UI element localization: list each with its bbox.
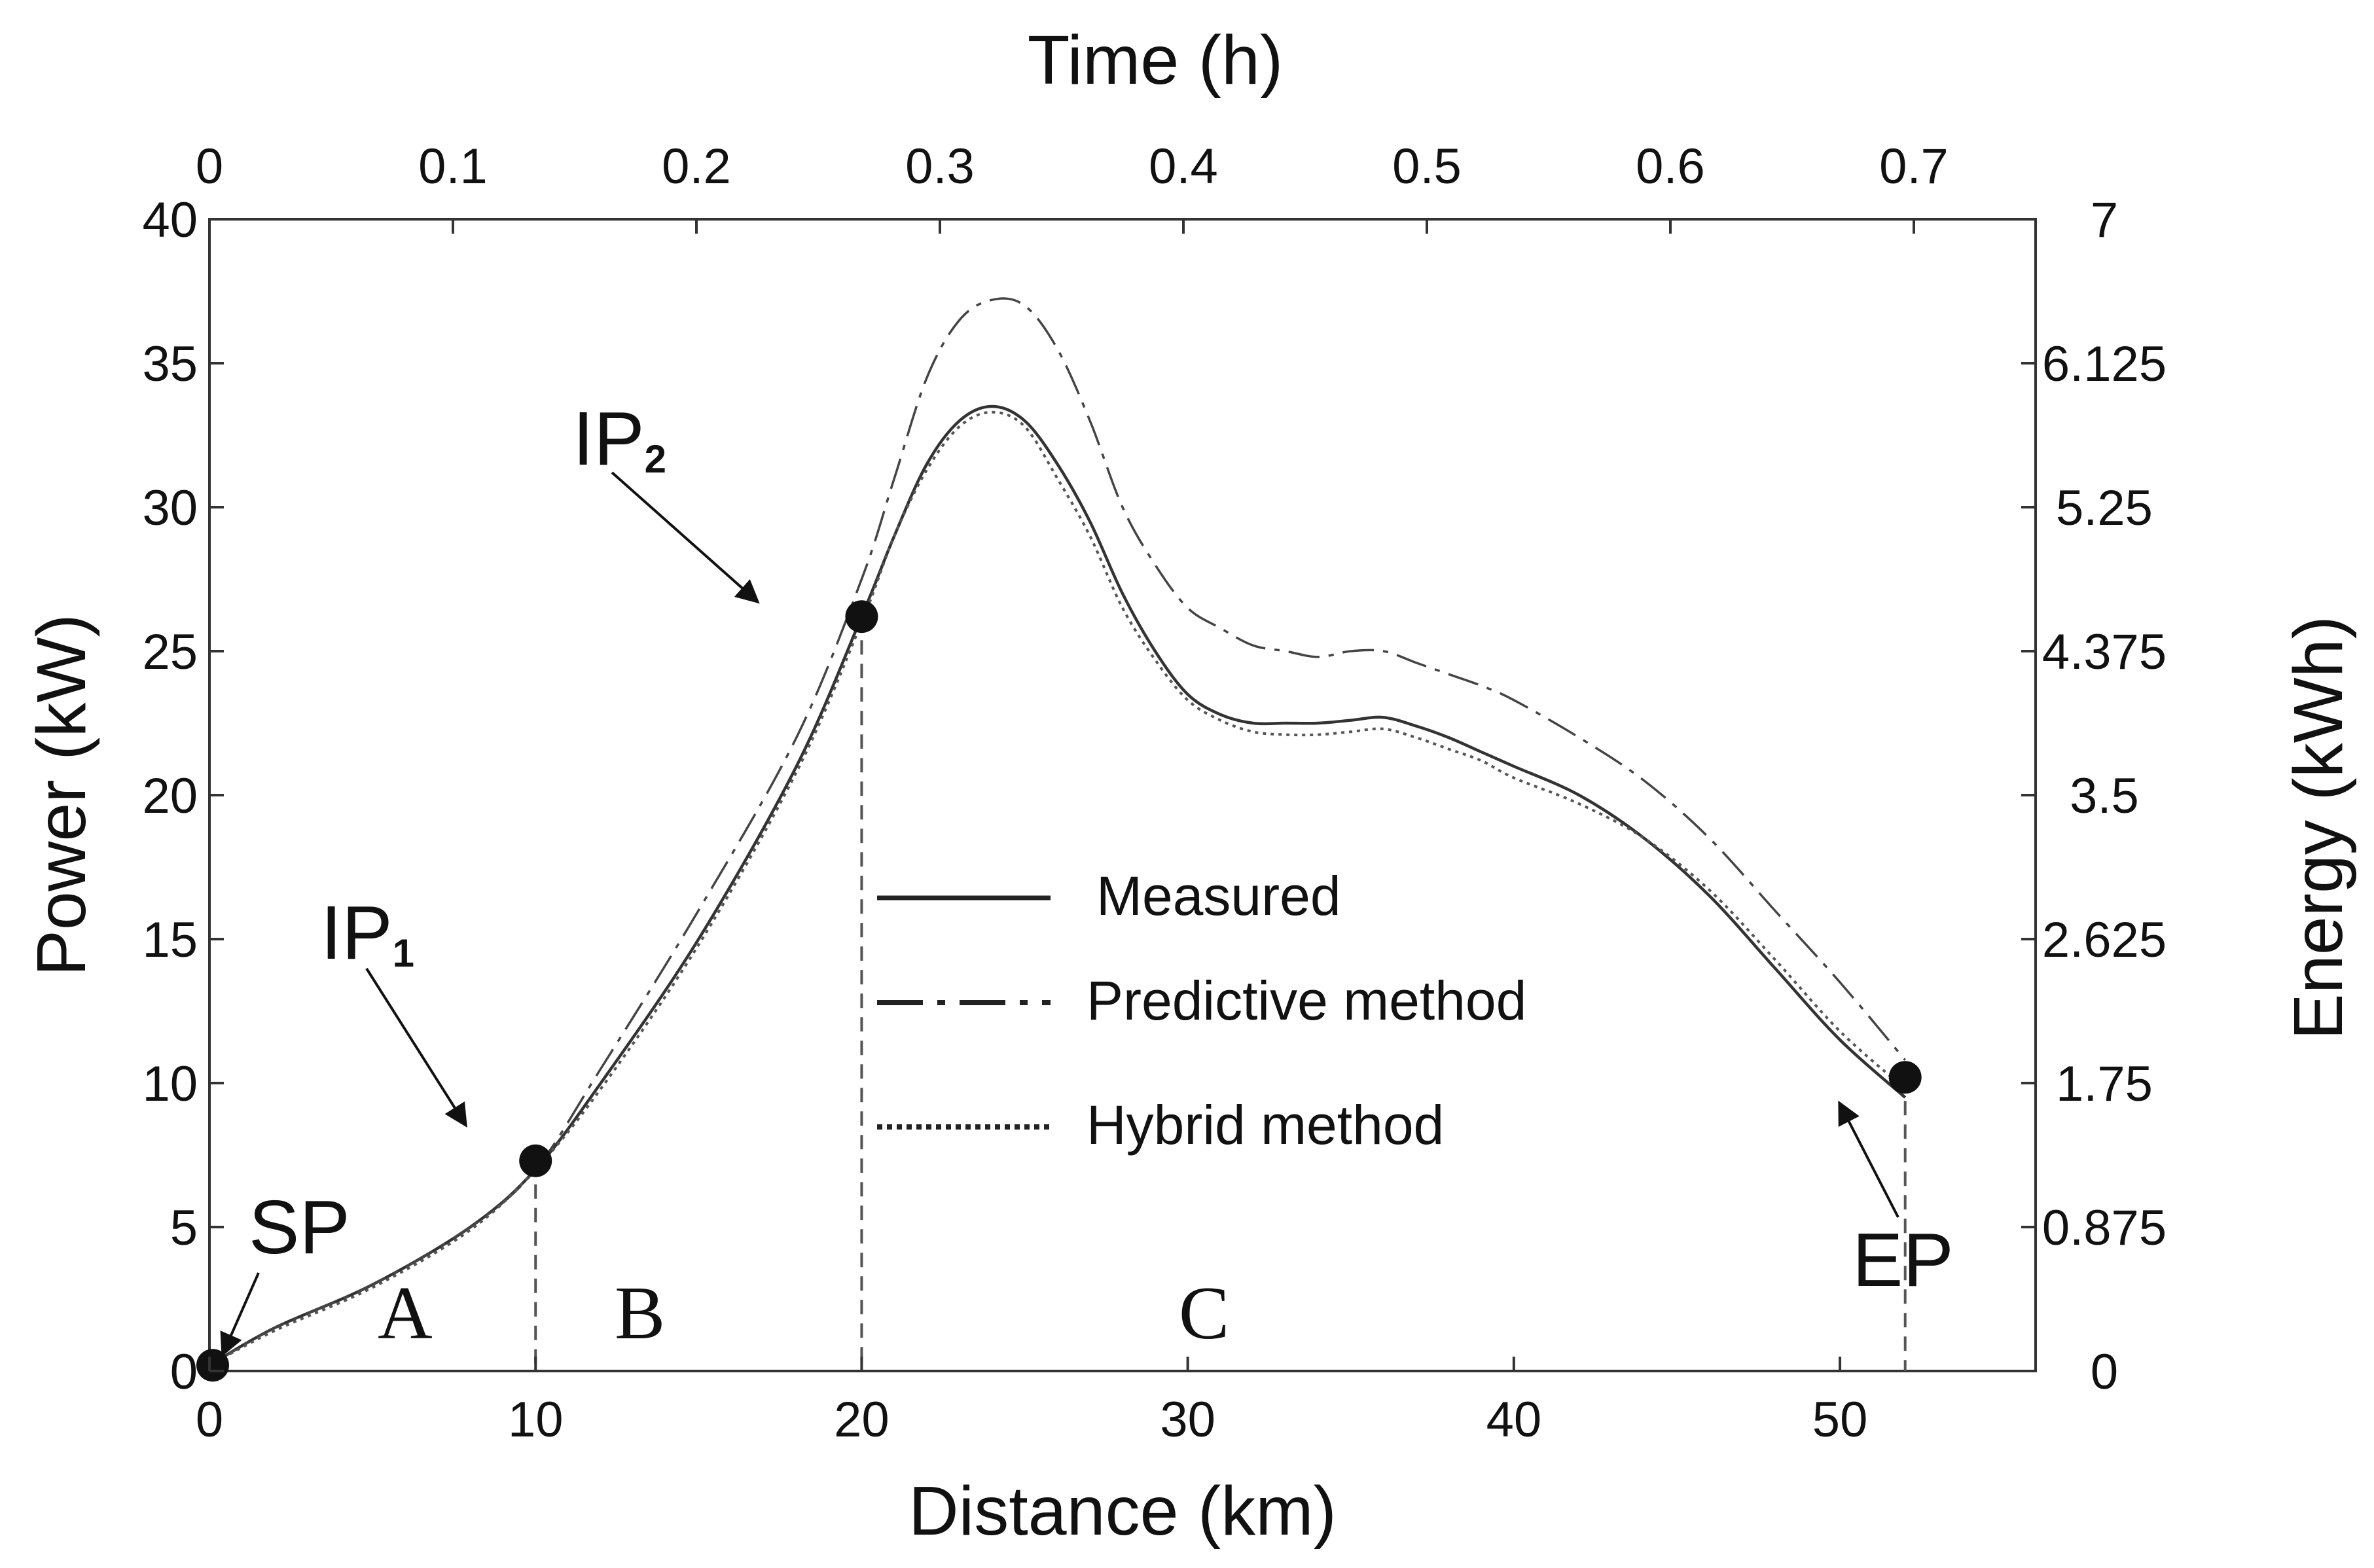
y-tick-label: 40 bbox=[142, 192, 198, 248]
point-ep bbox=[1888, 1061, 1922, 1094]
y2-tick-label: 3.5 bbox=[2070, 768, 2139, 824]
point-label-ip2: IP2 bbox=[573, 396, 666, 481]
x-tick-label: 50 bbox=[1812, 1392, 1868, 1448]
x2-tick-label: 0.5 bbox=[1392, 139, 1462, 194]
tick-labels: 0 10 20 30 40 500 0.1 0.2 0.3 0.4 0.5 0.6 0.70510152… bbox=[142, 139, 2167, 1448]
y-axis-label: Power (kW) bbox=[23, 614, 100, 976]
legend-label-measured: Measured bbox=[1096, 865, 1341, 927]
x2-axis-label: Time (h) bbox=[1028, 22, 1284, 99]
arrow-ep bbox=[1838, 1100, 1899, 1218]
x2-tick-label: 0 bbox=[196, 139, 223, 194]
y-tick-label: 35 bbox=[142, 336, 198, 392]
y-tick-label: 0 bbox=[170, 1344, 198, 1400]
x2-tick-label: 0.7 bbox=[1879, 139, 1949, 194]
x-tick-label: 0 bbox=[196, 1392, 223, 1448]
point-ip1 bbox=[519, 1144, 552, 1177]
point-label-ep: EP bbox=[1852, 1217, 1954, 1302]
y-tick-label: 20 bbox=[142, 768, 198, 824]
y2-tick-label: 0.875 bbox=[2042, 1200, 2167, 1256]
y2-axis-label: Energy (kWh) bbox=[2280, 616, 2357, 1040]
y2-tick-label: 0 bbox=[2091, 1344, 2118, 1400]
point-label-subscript: 2 bbox=[645, 437, 666, 481]
y2-tick-label: 1.75 bbox=[2056, 1056, 2153, 1112]
x-tick-label: 20 bbox=[834, 1392, 890, 1448]
x-tick-label: 10 bbox=[508, 1392, 564, 1448]
arrow-ip1 bbox=[365, 967, 467, 1128]
tick-marks bbox=[208, 218, 2036, 1372]
point-label-text: SP bbox=[249, 1185, 350, 1270]
point-label-sp: SP bbox=[249, 1185, 350, 1270]
arrow-sp bbox=[220, 1272, 260, 1357]
x-tick-label: 30 bbox=[1160, 1392, 1215, 1448]
y2-tick-label: 4.375 bbox=[2042, 624, 2167, 680]
x2-tick-label: 0.6 bbox=[1636, 139, 1705, 194]
legend: Measured Predictive method Hybrid method bbox=[877, 865, 1526, 1156]
series-line-predictive-method bbox=[209, 297, 1907, 1366]
point-sp bbox=[196, 1349, 229, 1382]
y-tick-label: 15 bbox=[142, 912, 198, 968]
series-lines bbox=[208, 297, 1907, 1367]
point-label-ip1: IP1 bbox=[321, 890, 414, 975]
x2-tick-label: 0.3 bbox=[905, 139, 975, 194]
arrow-ip2 bbox=[611, 471, 760, 604]
y-tick-label: 10 bbox=[142, 1056, 198, 1112]
x2-tick-label: 0.1 bbox=[418, 139, 488, 194]
point-label-text: IP bbox=[321, 890, 393, 975]
series-line-hybrid-method bbox=[209, 410, 1907, 1366]
region-label-c: C bbox=[1179, 1272, 1229, 1355]
marker-points bbox=[196, 600, 1922, 1382]
region-label-a: A bbox=[378, 1272, 433, 1355]
legend-label-predictive-method: Predictive method bbox=[1087, 970, 1526, 1031]
y-tick-label: 25 bbox=[142, 624, 198, 680]
y2-tick-label: 2.625 bbox=[2042, 912, 2167, 968]
x-axis-label: Distance (km) bbox=[908, 1472, 1337, 1550]
x2-tick-label: 0.2 bbox=[662, 139, 731, 194]
point-label-text: IP bbox=[573, 396, 645, 481]
region-label-b: B bbox=[615, 1272, 665, 1355]
y2-tick-label: 7 bbox=[2091, 192, 2118, 248]
y2-tick-label: 6.125 bbox=[2042, 336, 2167, 392]
y-tick-label: 5 bbox=[170, 1200, 198, 1256]
plot-frame bbox=[208, 218, 2037, 1372]
point-ip2 bbox=[845, 600, 878, 633]
series-line-measured bbox=[208, 404, 1907, 1367]
y-tick-label: 30 bbox=[142, 480, 198, 536]
legend-label-hybrid-method: Hybrid method bbox=[1087, 1094, 1444, 1156]
point-label-text: EP bbox=[1852, 1217, 1954, 1302]
y2-tick-label: 5.25 bbox=[2056, 480, 2153, 536]
point-label-subscript: 1 bbox=[393, 931, 414, 975]
x2-tick-label: 0.4 bbox=[1149, 139, 1218, 194]
x-tick-label: 40 bbox=[1486, 1392, 1542, 1448]
divider-lines bbox=[534, 616, 1907, 1371]
